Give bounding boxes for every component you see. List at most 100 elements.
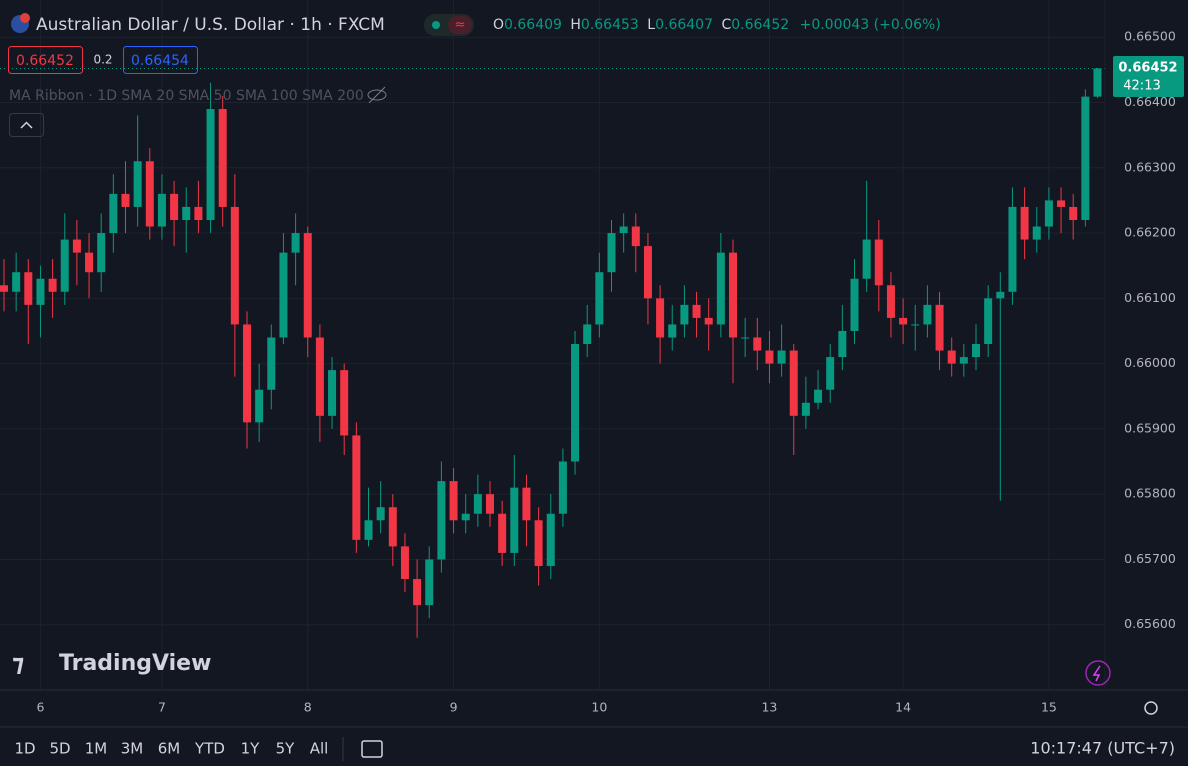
x-tick-label: 14: [895, 700, 911, 715]
date-range-icon[interactable]: [361, 740, 383, 758]
candle-body: [24, 272, 33, 305]
logo[interactable]: TradingView: [59, 651, 211, 676]
plot: [0, 67, 1105, 638]
candle-body: [255, 389, 264, 423]
candle-body: [631, 226, 640, 247]
grid: [0, 0, 1105, 690]
collapse-button[interactable]: [9, 113, 44, 137]
x-tick-label: 7: [158, 700, 166, 715]
candle-body: [814, 389, 823, 403]
candle-body: [473, 494, 482, 514]
candle-body: [850, 278, 859, 331]
candle-body: [1020, 206, 1029, 240]
timeframe-button[interactable]: 1M: [85, 740, 108, 758]
candle-body: [328, 370, 337, 416]
spread: 0.2: [93, 53, 112, 67]
candle-body: [157, 193, 166, 227]
timeframe-button[interactable]: YTD: [194, 740, 225, 758]
ohlc-label: H: [570, 17, 581, 33]
candle-body: [182, 206, 191, 220]
candle-body: [0, 285, 8, 292]
clock[interactable]: 10:17:47 (UTC+7): [1030, 739, 1175, 758]
candle-body: [12, 272, 21, 292]
symbol-title[interactable]: Australian Dollar / U.S. Dollar · 1h · F…: [36, 15, 385, 35]
y-tick-label: 0.65800: [1124, 486, 1176, 501]
candle-body: [765, 350, 774, 364]
ohlc-label: O: [493, 17, 504, 33]
candle-body: [972, 344, 980, 358]
candle-body: [498, 513, 507, 553]
logo-mark: ⁊: [12, 649, 24, 677]
chevron: [20, 121, 33, 129]
timeframe-button[interactable]: All: [310, 740, 329, 758]
candle-body: [461, 513, 470, 521]
candle-body: [911, 324, 920, 326]
eye: [367, 89, 387, 101]
candle-body: [789, 350, 798, 416]
x-tick-label: 10: [591, 700, 607, 715]
candle-body: [230, 206, 239, 325]
y-tick-label: 0.66300: [1124, 159, 1176, 174]
candle-body: [1044, 200, 1053, 227]
bolt: [1092, 665, 1101, 682]
candle-body: [838, 330, 847, 358]
y-tick-label: 0.65900: [1124, 420, 1176, 435]
candle-body: [510, 487, 519, 553]
candle-body: [996, 291, 1005, 299]
candle-body: [72, 239, 81, 253]
y-tick-label: 0.66000: [1124, 355, 1176, 370]
ohlc-value: 0.66452: [731, 17, 789, 33]
timeframe-button[interactable]: 6M: [158, 740, 181, 758]
ohlc-value: 0.66453: [581, 17, 639, 33]
alert-icon[interactable]: [1085, 660, 1111, 686]
ask-price: 0.66454: [131, 53, 189, 69]
candle-body: [303, 233, 312, 338]
ohlc-label: L: [647, 17, 655, 33]
candle-body: [619, 226, 628, 234]
candle-body: [923, 304, 932, 325]
ohlc-readout: O0.66409 H0.66453 L0.66407 C0.66452 +0.0…: [493, 17, 941, 33]
candle-body: [340, 370, 349, 436]
timeframe-button[interactable]: 5D: [49, 740, 70, 758]
candle-body: [680, 304, 689, 325]
delay-badge: [448, 16, 472, 34]
candle-body: [886, 285, 895, 318]
last-price: 0.66452: [1118, 61, 1177, 76]
y-tick-label: 0.66100: [1124, 290, 1176, 305]
candle-body: [376, 507, 385, 521]
ohlc-label: C: [721, 17, 731, 33]
candle-body: [522, 487, 531, 521]
candle-body: [1081, 96, 1090, 220]
sell-button[interactable]: [8, 46, 83, 74]
candle-body: [753, 337, 762, 351]
candle-body: [413, 579, 422, 606]
x-tick-label: 6: [36, 700, 44, 715]
symbol-flag: [20, 13, 30, 23]
candle-body: [121, 193, 130, 207]
y-tick-label: 0.66400: [1124, 94, 1176, 109]
timeframe-button[interactable]: 3M: [121, 740, 144, 758]
candle-body: [291, 233, 300, 253]
timeframes: 1D 5D 1M 3M 6M YTD 1Y 5Y All: [14, 740, 328, 758]
indicator-legend[interactable]: MA Ribbon · 1D SMA 20 SMA 50 SMA 100 SMA…: [9, 88, 364, 104]
hide-icon[interactable]: [367, 86, 387, 104]
buy-button[interactable]: [123, 46, 198, 74]
candle-body: [595, 272, 604, 325]
x-tick-label: 9: [450, 700, 458, 715]
y-tick-label: 0.66200: [1124, 225, 1176, 240]
candle-body: [935, 304, 944, 351]
candle-body: [352, 435, 361, 540]
candle-body: [388, 507, 397, 547]
candle-body: [133, 161, 142, 207]
timeframe-button[interactable]: 1Y: [241, 740, 261, 758]
timeframe-button[interactable]: 5Y: [276, 740, 296, 758]
timeframe-button[interactable]: 1D: [14, 740, 35, 758]
candle-body: [534, 520, 543, 566]
settings-icon[interactable]: [1144, 701, 1158, 715]
candle-body: [704, 317, 713, 325]
candle-body: [947, 350, 956, 364]
candle-body: [218, 109, 227, 207]
candle-body: [571, 344, 580, 462]
eye-slash: [368, 86, 386, 104]
